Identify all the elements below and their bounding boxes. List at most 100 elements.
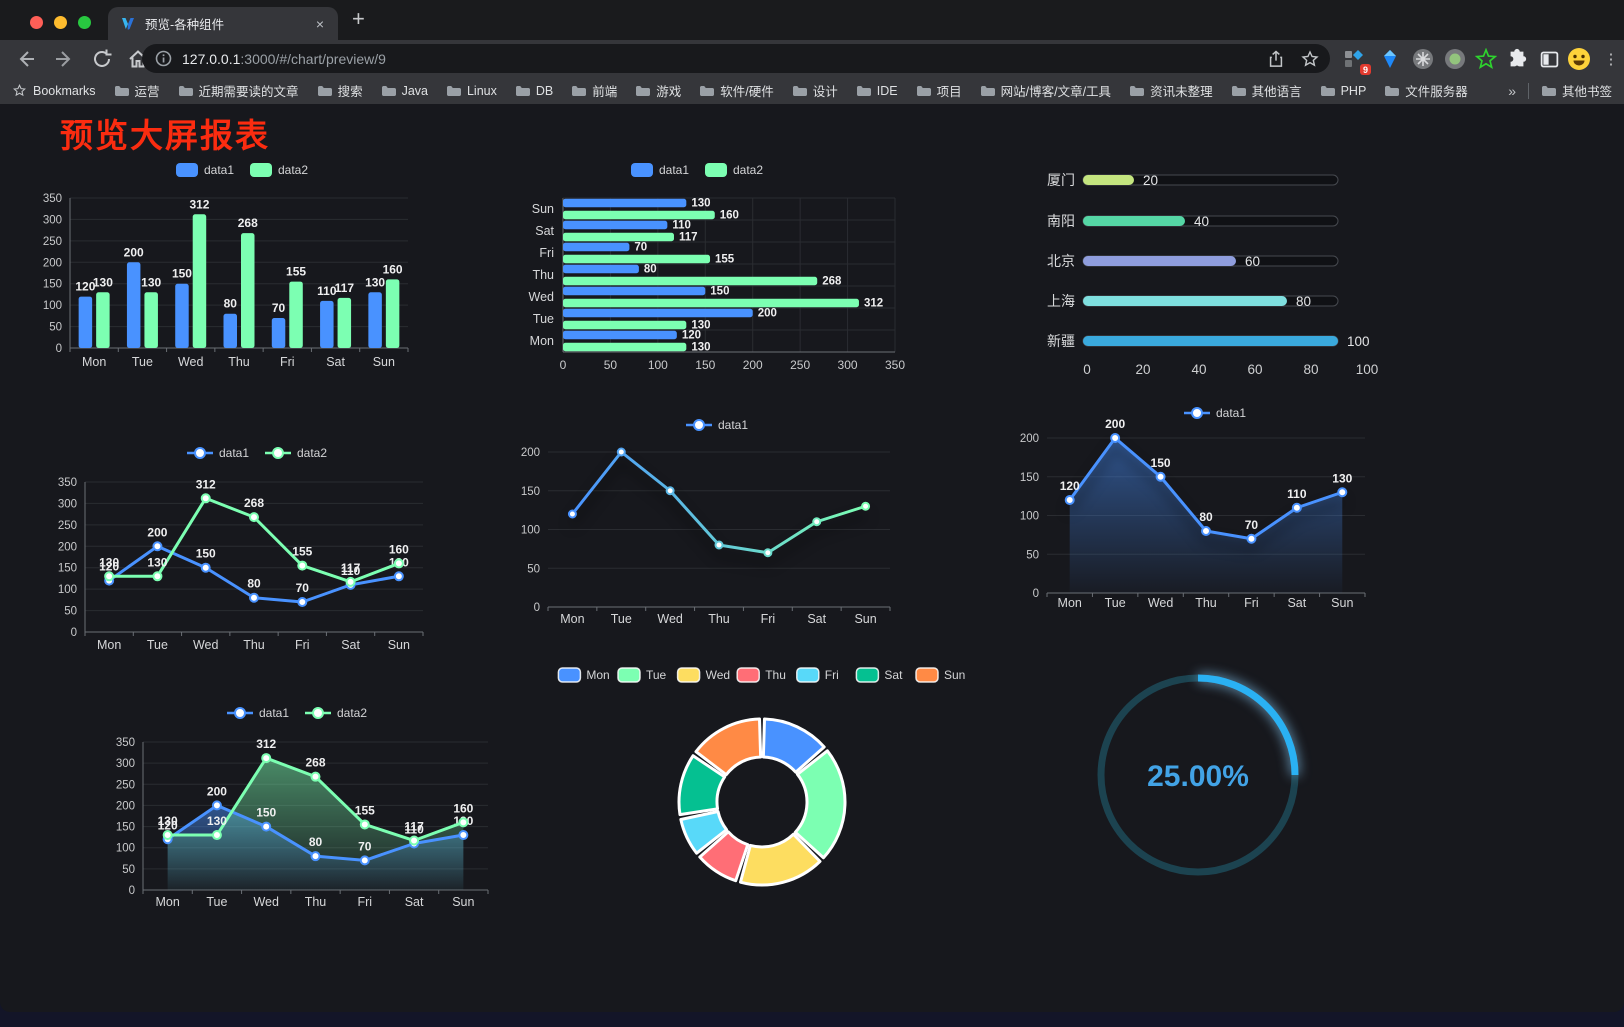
svg-text:200: 200 [1105, 417, 1125, 431]
bookmark-item[interactable]: PHP [1320, 84, 1366, 98]
svg-text:Sat: Sat [535, 224, 554, 238]
svg-text:Sun: Sun [944, 668, 965, 682]
svg-text:130: 130 [99, 555, 119, 569]
fullscreen-window-button[interactable] [78, 16, 91, 29]
chart-bar-vertical-canvas[interactable]: 0 50 100 150 200 250 300 350 Mon Tue Wed Thu Fri Sat S… [35, 155, 425, 377]
svg-text:Sun: Sun [532, 202, 554, 216]
svg-text:Wed: Wed [253, 895, 279, 909]
svg-text:50: 50 [122, 864, 135, 876]
svg-text:20: 20 [1143, 173, 1158, 188]
folder-icon [856, 86, 871, 96]
minimize-window-button[interactable] [54, 16, 67, 29]
chart-line-gradient[interactable]: 0 50 100 150 200 Mon Tue Wed Thu Fri Sat Sun data1 [500, 400, 895, 634]
svg-text:Fri: Fri [825, 668, 839, 682]
site-info-icon[interactable] [155, 50, 172, 67]
bookmark-item[interactable]: 搜索 [317, 81, 363, 100]
chart-progress-bars-canvas[interactable]: 厦门 20 南阳 40 北京 60 上海 80 新疆 100 0 20 40 60 80 100 [985, 150, 1415, 388]
chart-line-gradient-canvas[interactable]: 0 50 100 150 200 Mon Tue Wed Thu Fri Sat Sun data1 [500, 400, 895, 634]
svg-text:150: 150 [695, 358, 715, 372]
svg-text:Wed: Wed [657, 612, 683, 626]
browser-menu-button[interactable]: ⋮ [1598, 46, 1624, 72]
svg-text:100: 100 [1356, 362, 1379, 377]
chart-bar-horizontal-canvas[interactable]: 0 50 100 150 200 250 300 350 Sun Sat Fri Thu Wed Tue M… [505, 150, 905, 378]
svg-text:155: 155 [292, 545, 312, 559]
svg-text:155: 155 [286, 265, 306, 279]
extensions-menu-button[interactable] [1504, 46, 1530, 72]
extension-star-button[interactable] [1473, 46, 1499, 72]
svg-text:Fri: Fri [295, 638, 310, 652]
bookmark-item[interactable]: 近期需要读的文章 [178, 81, 299, 100]
bookmark-star-icon[interactable] [1300, 49, 1320, 69]
bookmark-item[interactable]: 网站/博客/文章/工具 [980, 81, 1111, 100]
bookmark-item[interactable]: 资讯未整理 [1129, 81, 1213, 100]
bookmark-item[interactable]: 运营 [114, 81, 160, 100]
chart-area-double[interactable]: 0 50 100 150 200 250 300 350 Mon Tue Wed Thu Fri Sat S… [100, 700, 510, 922]
svg-text:Fri: Fri [761, 612, 776, 626]
other-bookmarks-folder[interactable]: 其他书签 [1541, 81, 1612, 100]
folder-icon [1385, 86, 1400, 96]
bookmark-item[interactable]: 游戏 [635, 81, 681, 100]
extension-grid-button[interactable]: 9 [1341, 46, 1371, 75]
chart-line-basic-canvas[interactable]: 0 50 100 150 200 250 300 350 Mon Tue Wed Thu Fri Sat S… [30, 440, 430, 665]
bookmark-item[interactable]: DB [515, 84, 553, 98]
grid-extension-icon [1345, 50, 1363, 67]
tab-close-icon[interactable]: × [315, 15, 324, 32]
svg-text:Wed: Wed [706, 668, 730, 682]
svg-text:155: 155 [355, 803, 375, 817]
address-bar[interactable]: 127.0.0.1:3000/#/chart/preview/9 [142, 44, 1330, 73]
chart-line-area[interactable]: 0 50 100 150 200 Mon Tue Wed Thu Fri Sat Sun 120 200 1… [1000, 400, 1395, 625]
bookmark-item[interactable]: 文件服务器 [1384, 81, 1468, 100]
bookmark-list: 运营 近期需要读的文章 搜索 Java Linux DB 前端 游戏 软件/硬件 设计 IDE 项目 网… [96, 81, 1468, 100]
svg-text:200: 200 [147, 525, 167, 539]
browser-tab[interactable]: 预览-各种组件 × [108, 7, 338, 40]
bookmark-item[interactable]: 其他语言 [1231, 81, 1302, 100]
green-dot-circle-icon [1445, 49, 1465, 69]
reload-button[interactable] [88, 45, 116, 73]
new-tab-button[interactable]: + [352, 6, 365, 31]
chart-line-basic[interactable]: 0 50 100 150 200 250 300 350 Mon Tue Wed Thu Fri Sat S… [30, 440, 430, 665]
bookmark-item[interactable]: Linux [446, 84, 497, 98]
svg-text:350: 350 [116, 737, 135, 749]
svg-text:Mon: Mon [530, 334, 554, 348]
back-button[interactable] [12, 45, 40, 73]
folder-icon [1320, 86, 1335, 96]
side-panel-button[interactable] [1536, 46, 1562, 72]
chart-line-area-canvas[interactable]: 0 50 100 150 200 Mon Tue Wed Thu Fri Sat Sun 120 200 1… [1000, 400, 1395, 625]
svg-text:155: 155 [715, 253, 735, 265]
chart-donut[interactable]: Mon Tue Wed Thu Fri Sat Sun [545, 636, 977, 891]
forward-button[interactable] [50, 45, 78, 73]
extension-snowflake-button[interactable] [1410, 46, 1436, 72]
profile-avatar[interactable] [1566, 46, 1592, 72]
share-icon[interactable] [1266, 49, 1286, 69]
chart-gauge[interactable]: 25.00% [1060, 640, 1340, 888]
svg-text:200: 200 [207, 784, 227, 798]
extension-camera-button[interactable] [1442, 46, 1468, 72]
chart-area-double-canvas[interactable]: 0 50 100 150 200 250 300 350 Mon Tue Wed Thu Fri Sat S… [100, 700, 510, 922]
bookmark-item[interactable]: Java [381, 84, 428, 98]
chart-gauge-canvas[interactable]: 25.00% [1060, 640, 1340, 888]
svg-text:70: 70 [296, 581, 310, 595]
bookmark-item[interactable]: 项目 [916, 81, 962, 100]
svg-text:120: 120 [99, 560, 119, 574]
chart-bar-horizontal[interactable]: 0 50 100 150 200 250 300 350 Sun Sat Fri Thu Wed Tue M… [505, 150, 905, 378]
chart-progress-bars[interactable]: 厦门 20 南阳 40 北京 60 上海 80 新疆 100 0 20 40 60 80 100 [985, 150, 1415, 388]
chart-donut-canvas[interactable]: Mon Tue Wed Thu Fri Sat Sun [545, 636, 977, 891]
bookmark-item[interactable]: 软件/硬件 [699, 81, 774, 100]
bookmark-label: Java [401, 83, 428, 98]
svg-text:data1: data1 [659, 163, 689, 177]
svg-text:Sat: Sat [884, 668, 903, 682]
bookmark-item[interactable]: 设计 [792, 81, 838, 100]
bookmark-item[interactable]: 前端 [571, 81, 617, 100]
bookmark-item[interactable]: IDE [856, 84, 898, 98]
svg-text:Mon: Mon [155, 895, 179, 909]
svg-text:117: 117 [679, 231, 698, 243]
svg-text:160: 160 [389, 542, 409, 556]
extension-gem-button[interactable] [1377, 46, 1403, 72]
bookmarks-root[interactable]: Bookmarks [12, 83, 96, 98]
bookmark-label: IDE [876, 83, 898, 98]
svg-text:150: 150 [172, 267, 192, 281]
close-window-button[interactable] [30, 16, 43, 29]
bookmarks-overflow-button[interactable]: » [1508, 82, 1516, 99]
chart-bar-vertical[interactable]: 0 50 100 150 200 250 300 350 Mon Tue Wed Thu Fri Sat S… [35, 155, 425, 377]
svg-text:300: 300 [43, 214, 62, 226]
